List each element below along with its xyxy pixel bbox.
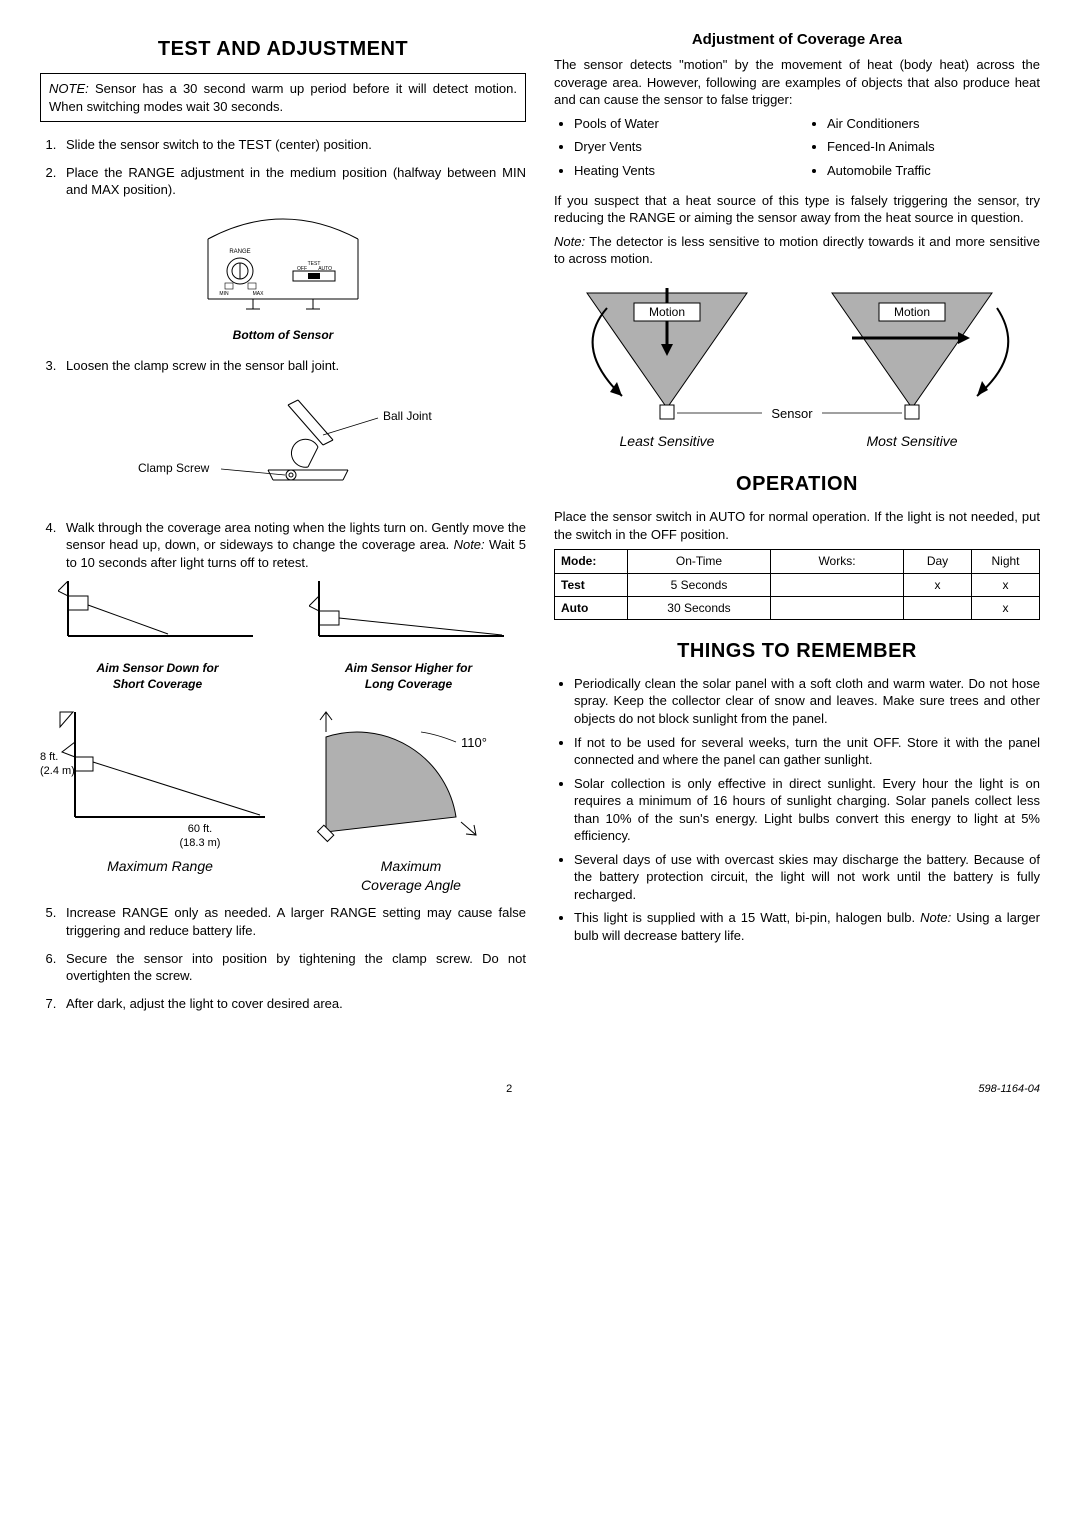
step-7: After dark, adjust the light to cover de…: [60, 995, 526, 1013]
max-angle-caption: Maximum Coverage Angle: [296, 857, 526, 895]
label-range: RANGE: [229, 249, 250, 255]
th-works: Works:: [771, 550, 904, 573]
aim-figures: Aim Sensor Down for Short Coverage Aim S…: [40, 581, 526, 692]
th-day: Day: [904, 550, 972, 573]
operation-intro: Place the sensor switch in AUTO for norm…: [554, 508, 1040, 543]
row-test-night: x: [972, 573, 1040, 596]
label-ball-joint: Ball Joint: [383, 409, 432, 423]
label-clamp-screw: Clamp Screw: [138, 461, 210, 475]
aim-down-caption: Aim Sensor Down for Short Coverage: [40, 660, 275, 692]
bullet-pools: Pools of Water: [574, 115, 787, 133]
remember-4: Several days of use with overcast skies …: [574, 851, 1040, 904]
angle-label: 110°: [461, 735, 487, 750]
heat-sources-list: Pools of Water Dryer Vents Heating Vents…: [554, 115, 1040, 186]
bullet-dryer: Dryer Vents: [574, 138, 787, 156]
label-off: OFF: [297, 266, 307, 272]
sensor-caption: Bottom of Sensor: [40, 327, 526, 343]
aim-up-caption: Aim Sensor Higher for Long Coverage: [291, 660, 526, 692]
row-auto-day: [904, 596, 972, 619]
step-4: Walk through the coverage area noting wh…: [60, 519, 526, 572]
bullet-traffic: Automobile Traffic: [827, 162, 1040, 180]
step-5: Increase RANGE only as needed. A larger …: [60, 904, 526, 939]
max-range-caption: Maximum Range: [40, 857, 280, 876]
adjustment-intro: The sensor detects "motion" by the movem…: [554, 56, 1040, 109]
label-dist-1: 60 ft.: [188, 823, 212, 835]
label-height-2: (2.4 m): [40, 765, 75, 777]
label-max: MAX: [253, 291, 265, 297]
ball-joint-figure: Ball Joint Clamp Screw: [40, 385, 526, 505]
motion-figure: Motion Motion Sensor: [554, 278, 1040, 458]
most-sensitive-label: Most Sensitive: [866, 433, 957, 449]
motion-label-right: Motion: [894, 305, 930, 319]
row-auto-night: x: [972, 596, 1040, 619]
note-text: Sensor has a 30 second warm up period be…: [49, 81, 517, 114]
adjustment-para2: If you suspect that a heat source of thi…: [554, 192, 1040, 227]
remember-2: If not to be used for several weeks, tur…: [574, 734, 1040, 769]
row-test-mode: Test: [555, 573, 628, 596]
bullet-animals: Fenced-In Animals: [827, 138, 1040, 156]
row-auto-time: 30 Seconds: [628, 596, 771, 619]
note-prefix: NOTE:: [49, 81, 89, 96]
row-test-day: x: [904, 573, 972, 596]
sensor-bottom-figure: RANGE MIN MAX TEST OFF AUTO Bottom of Se…: [40, 209, 526, 344]
note-box: NOTE: Sensor has a 30 second warm up per…: [40, 73, 526, 122]
label-min: MIN: [219, 291, 229, 297]
adjustment-note: Note: The detector is less sensitive to …: [554, 233, 1040, 268]
remember-5: This light is supplied with a 15 Watt, b…: [574, 909, 1040, 944]
motion-label-left: Motion: [649, 305, 685, 319]
th-mode: Mode:: [555, 550, 628, 573]
operation-title: OPERATION: [554, 471, 1040, 498]
step-3: Loosen the clamp screw in the sensor bal…: [60, 357, 526, 375]
step-6: Secure the sensor into position by tight…: [60, 950, 526, 985]
range-angle-figures: 8 ft. (2.4 m) 60 ft. (18.3 m) Maximum Ra…: [40, 702, 526, 894]
adjustment-title: Adjustment of Coverage Area: [554, 30, 1040, 50]
doc-number: 598-1164-04: [978, 1082, 1040, 1097]
section-title-test: TEST AND ADJUSTMENT: [40, 36, 526, 63]
remember-3: Solar collection is only effective in di…: [574, 775, 1040, 845]
least-sensitive-label: Least Sensitive: [620, 433, 715, 449]
step-1: Slide the sensor switch to the TEST (cen…: [60, 136, 526, 154]
bullet-ac: Air Conditioners: [827, 115, 1040, 133]
operation-table: Mode: On-Time Works: Day Night Test 5 Se…: [554, 549, 1040, 620]
row-auto-mode: Auto: [555, 596, 628, 619]
things-title: THINGS TO REMEMBER: [554, 638, 1040, 665]
page-number: 2: [40, 1082, 978, 1097]
sensor-label: Sensor: [771, 406, 813, 421]
row-test-time: 5 Seconds: [628, 573, 771, 596]
step-2: Place the RANGE adjustment in the medium…: [60, 164, 526, 199]
label-auto: AUTO: [318, 266, 332, 272]
bullet-heating: Heating Vents: [574, 162, 787, 180]
th-night: Night: [972, 550, 1040, 573]
th-ontime: On-Time: [628, 550, 771, 573]
remember-1: Periodically clean the solar panel with …: [574, 675, 1040, 728]
label-height-1: 8 ft.: [40, 751, 58, 763]
label-dist-2: (18.3 m): [180, 837, 221, 849]
